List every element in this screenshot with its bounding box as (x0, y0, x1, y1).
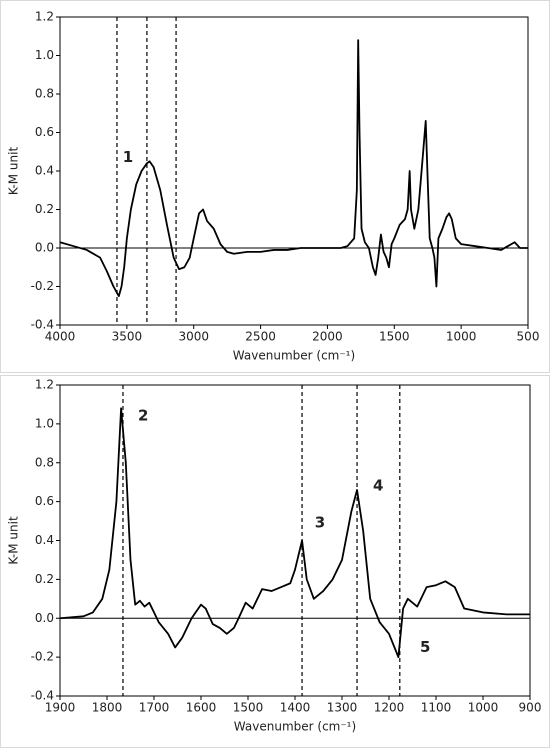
y-tick-label: 1.0 (35, 416, 54, 430)
x-tick-label: 1000 (468, 701, 499, 715)
x-axis-label: Wavenumber (cm⁻¹) (233, 349, 355, 363)
y-tick-label: -0.4 (31, 689, 54, 703)
plot-frame (59, 384, 531, 697)
y-tick-label: 1.0 (35, 48, 54, 62)
x-axis-label: Wavenumber (cm⁻¹) (234, 720, 356, 734)
x-tick-label: 1300 (327, 701, 358, 715)
y-tick-label: 0.2 (35, 572, 54, 586)
annotation: 5 (420, 638, 430, 656)
x-tick-label: 2500 (245, 330, 276, 344)
x-tick-label: 1800 (92, 701, 123, 715)
spectrum-line (59, 407, 530, 659)
x-tick-label: 1000 (446, 330, 477, 344)
y-tick-label: 0.8 (35, 87, 54, 101)
y-tick-label: 0.0 (35, 241, 54, 255)
y-tick-label: 1.2 (35, 10, 54, 24)
x-tick-label: 4000 (45, 330, 76, 344)
x-tick-label: 1400 (280, 701, 311, 715)
x-tick-label: 900 (519, 701, 542, 715)
x-tick-label: 1200 (374, 701, 405, 715)
plot-frame (59, 16, 529, 326)
x-tick-label: 1900 (45, 701, 76, 715)
x-tick-label: 1500 (233, 701, 264, 715)
y-axis-label: K-M unit (7, 147, 21, 196)
x-tick-label: 1100 (421, 701, 452, 715)
x-tick-label: 1600 (186, 701, 217, 715)
y-tick-label: -0.2 (31, 279, 54, 293)
y-tick-label: 0.2 (35, 202, 54, 216)
y-tick-label: 0.6 (35, 494, 54, 508)
y-tick-label: -0.2 (31, 650, 54, 664)
y-axis-label: K-M unit (7, 516, 21, 565)
y-tick-label: -0.4 (31, 318, 54, 332)
x-tick-label: 3000 (178, 330, 209, 344)
annotation: 1 (123, 148, 133, 166)
x-tick-label: 1500 (379, 330, 410, 344)
y-tick-label: 0.4 (35, 533, 54, 547)
x-tick-label: 1700 (139, 701, 170, 715)
x-tick-label: 2000 (312, 330, 343, 344)
x-tick-label: 3500 (112, 330, 143, 344)
y-tick-label: 1.2 (35, 378, 54, 392)
spectrum-line (59, 39, 528, 298)
panel-border (0, 375, 550, 748)
annotation: 2 (138, 407, 148, 425)
x-tick-label: 500 (517, 330, 540, 344)
y-tick-label: 0.4 (35, 164, 54, 178)
y-tick-label: 0.6 (35, 125, 54, 139)
y-tick-label: 0.8 (35, 455, 54, 469)
y-tick-label: 0.0 (35, 611, 54, 625)
panel-border (0, 0, 550, 373)
annotation: 3 (315, 514, 325, 532)
annotation: 4 (373, 477, 383, 495)
